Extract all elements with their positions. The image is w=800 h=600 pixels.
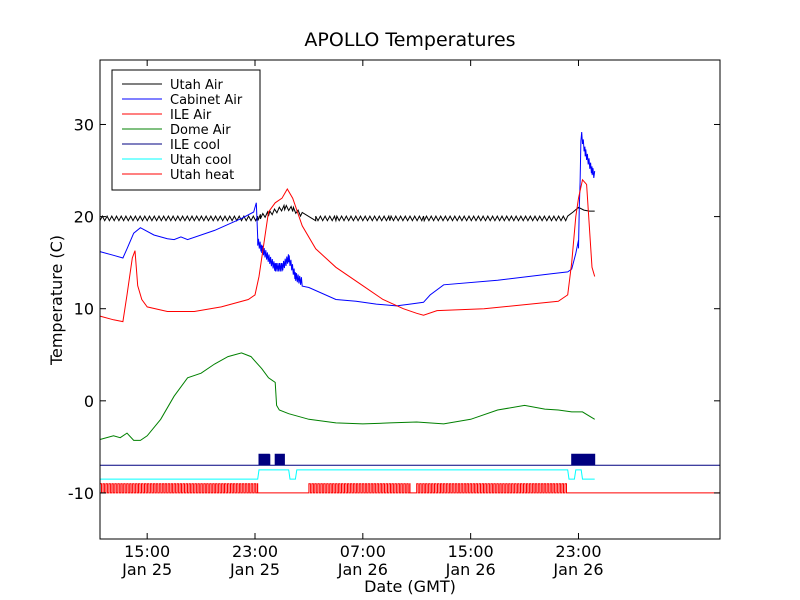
x-tick-label-date: Jan 26 bbox=[337, 560, 388, 579]
x-tick-label-date: Jan 25 bbox=[121, 560, 172, 579]
series-line-dome-air bbox=[99, 352, 595, 441]
y-tick-label: -10 bbox=[68, 484, 94, 503]
legend-label-ile-cool: ILE cool bbox=[170, 138, 220, 153]
y-tick-label: 30 bbox=[74, 115, 94, 134]
series-line-cabinet-air bbox=[99, 131, 596, 307]
x-tick-label-date: Jan 26 bbox=[445, 560, 496, 579]
legend-label-dome-air: Dome Air bbox=[170, 123, 231, 138]
x-tick-label-time: 15:00 bbox=[448, 542, 494, 561]
chart-title: APOLLO Temperatures bbox=[304, 29, 515, 51]
series-layer bbox=[99, 131, 720, 494]
legend-label-utah-air: Utah Air bbox=[170, 78, 223, 93]
legend-label-utah-cool: Utah cool bbox=[170, 153, 232, 168]
x-tick-label-date: Jan 25 bbox=[229, 560, 280, 579]
series-line-utah-heat bbox=[99, 483, 720, 494]
series-line-ile-cool bbox=[100, 453, 720, 466]
y-tick-label: 0 bbox=[84, 392, 94, 411]
y-tick-label: 10 bbox=[74, 300, 94, 319]
series-line-utah-air bbox=[99, 203, 595, 223]
x-tick-label-time: 23:00 bbox=[232, 542, 278, 561]
series-line-utah-cool bbox=[100, 469, 595, 480]
x-tick-label-time: 23:00 bbox=[555, 542, 601, 561]
series-line-ile-air bbox=[99, 178, 596, 323]
y-axis-title: Temperature (C) bbox=[47, 235, 66, 366]
legend-label-cabinet-air: Cabinet Air bbox=[170, 93, 243, 108]
legend-box bbox=[111, 69, 261, 191]
plot-frame bbox=[99, 59, 721, 540]
x-axis-title: Date (GMT) bbox=[364, 577, 456, 596]
x-tick-label-time: 07:00 bbox=[340, 542, 386, 561]
y-tick-label: 20 bbox=[74, 208, 94, 227]
x-tick-label-time: 15:00 bbox=[124, 542, 170, 561]
x-tick-label-date: Jan 26 bbox=[552, 560, 603, 579]
legend-label-ile-air: ILE Air bbox=[170, 108, 212, 123]
legend-label-utah-heat: Utah heat bbox=[170, 168, 234, 183]
